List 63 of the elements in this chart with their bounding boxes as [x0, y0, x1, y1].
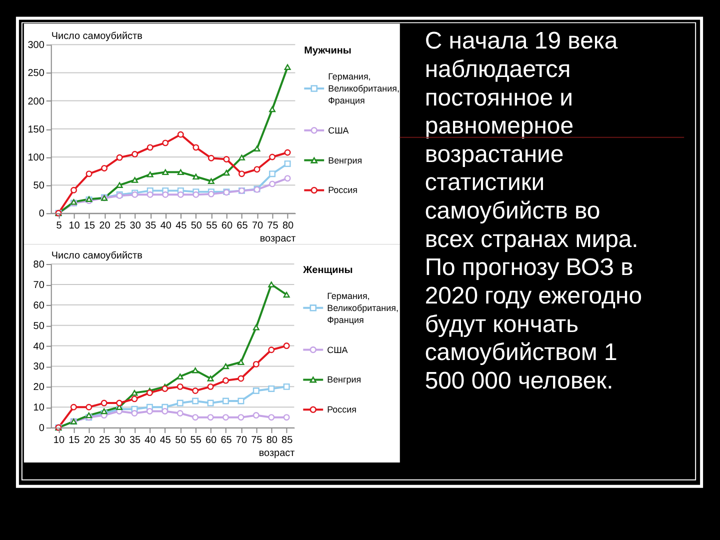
text: С начала 19 века наблюдается постоянное и равномерное возрастание статистики самоубийств во всех странах мира. По прогнозу ВОЗ в 2020 году ежегодно будут кончать самоубийством 1 500 000 человек. [424, 28, 642, 394]
x-tick-label: 15 [84, 220, 96, 232]
legend-label: Россия [328, 185, 358, 196]
x-tick-label: 30 [130, 220, 142, 232]
x-tick-label: 20 [99, 220, 111, 232]
x-tick-label: 65 [220, 435, 232, 446]
legend-label: Венгрия [328, 155, 362, 166]
x-tick-label: 65 [236, 220, 248, 232]
x-tick-label: 40 [160, 220, 172, 232]
legend-label: Германия, Великобритания, Франция [328, 72, 400, 106]
x-tick-label: 30 [114, 435, 126, 446]
x-tick-label: 10 [53, 435, 65, 446]
x-tick-label: 45 [160, 435, 172, 446]
x-tick-label: 5 [56, 220, 62, 232]
x-tick-label: 60 [205, 435, 218, 446]
x-tick-label: 70 [236, 435, 248, 446]
x-tick-label: 15 [68, 435, 80, 446]
x-tick-label: 55 [190, 435, 202, 446]
x-tick-label: 10 [68, 220, 80, 232]
x-tick-label: 20 [84, 435, 96, 446]
y-tick-label: 100 [28, 152, 45, 164]
x-tick-label: 45 [176, 220, 188, 232]
y-tick-label: 80 [33, 260, 45, 271]
x-axis-title: возраст [260, 234, 296, 245]
x-axis-title: возраст [258, 448, 296, 459]
y-tick-label: 30 [33, 362, 45, 373]
y-tick-label: 0 [38, 208, 45, 220]
x-tick-label: 75 [251, 435, 263, 446]
x-tick-label: 80 [282, 220, 294, 232]
x-tick-label: 55 [206, 220, 218, 232]
y-tick-label: 0 [38, 423, 45, 434]
y-tick-label: 150 [28, 124, 45, 136]
x-tick-label: 50 [175, 435, 187, 446]
x-tick-label: 40 [144, 435, 156, 446]
y-tick-label: 200 [28, 96, 45, 108]
y-tick-label: 250 [28, 68, 45, 80]
x-tick-label: 35 [129, 435, 141, 446]
y-tick-label: 10 [33, 402, 45, 414]
y-tick-label: 50 [33, 180, 45, 192]
x-tick-label: 80 [266, 435, 278, 446]
y-axis-title: Число самоубийств [51, 31, 142, 42]
legend-label: Россия [327, 404, 357, 415]
legend-label: Германия, Великобритания, Франция [327, 290, 398, 325]
x-tick-label: 75 [267, 220, 279, 232]
x-tick-label: 60 [221, 220, 233, 232]
x-tick-label: 85 [282, 435, 294, 446]
y-tick-label: 70 [33, 280, 45, 291]
x-tick-label: 70 [252, 220, 264, 232]
y-axis-title: Число самоубийств [51, 250, 142, 262]
y-tick-label: 50 [33, 320, 45, 332]
x-tick-label: 35 [145, 220, 157, 232]
legend-label: США [328, 125, 349, 136]
legend-title: Мужчины [304, 46, 352, 57]
y-tick-label: 60 [33, 300, 45, 312]
legend-label: США [327, 344, 348, 355]
legend-title: Женщины [302, 264, 353, 276]
y-tick-label: 40 [33, 341, 45, 352]
x-tick-label: 50 [190, 220, 202, 232]
y-tick-label: 20 [33, 382, 45, 394]
y-tick-label: 300 [28, 40, 45, 52]
x-tick-label: 25 [114, 220, 126, 232]
legend-label: Венгрия [327, 374, 362, 385]
x-tick-label: 25 [99, 435, 111, 446]
